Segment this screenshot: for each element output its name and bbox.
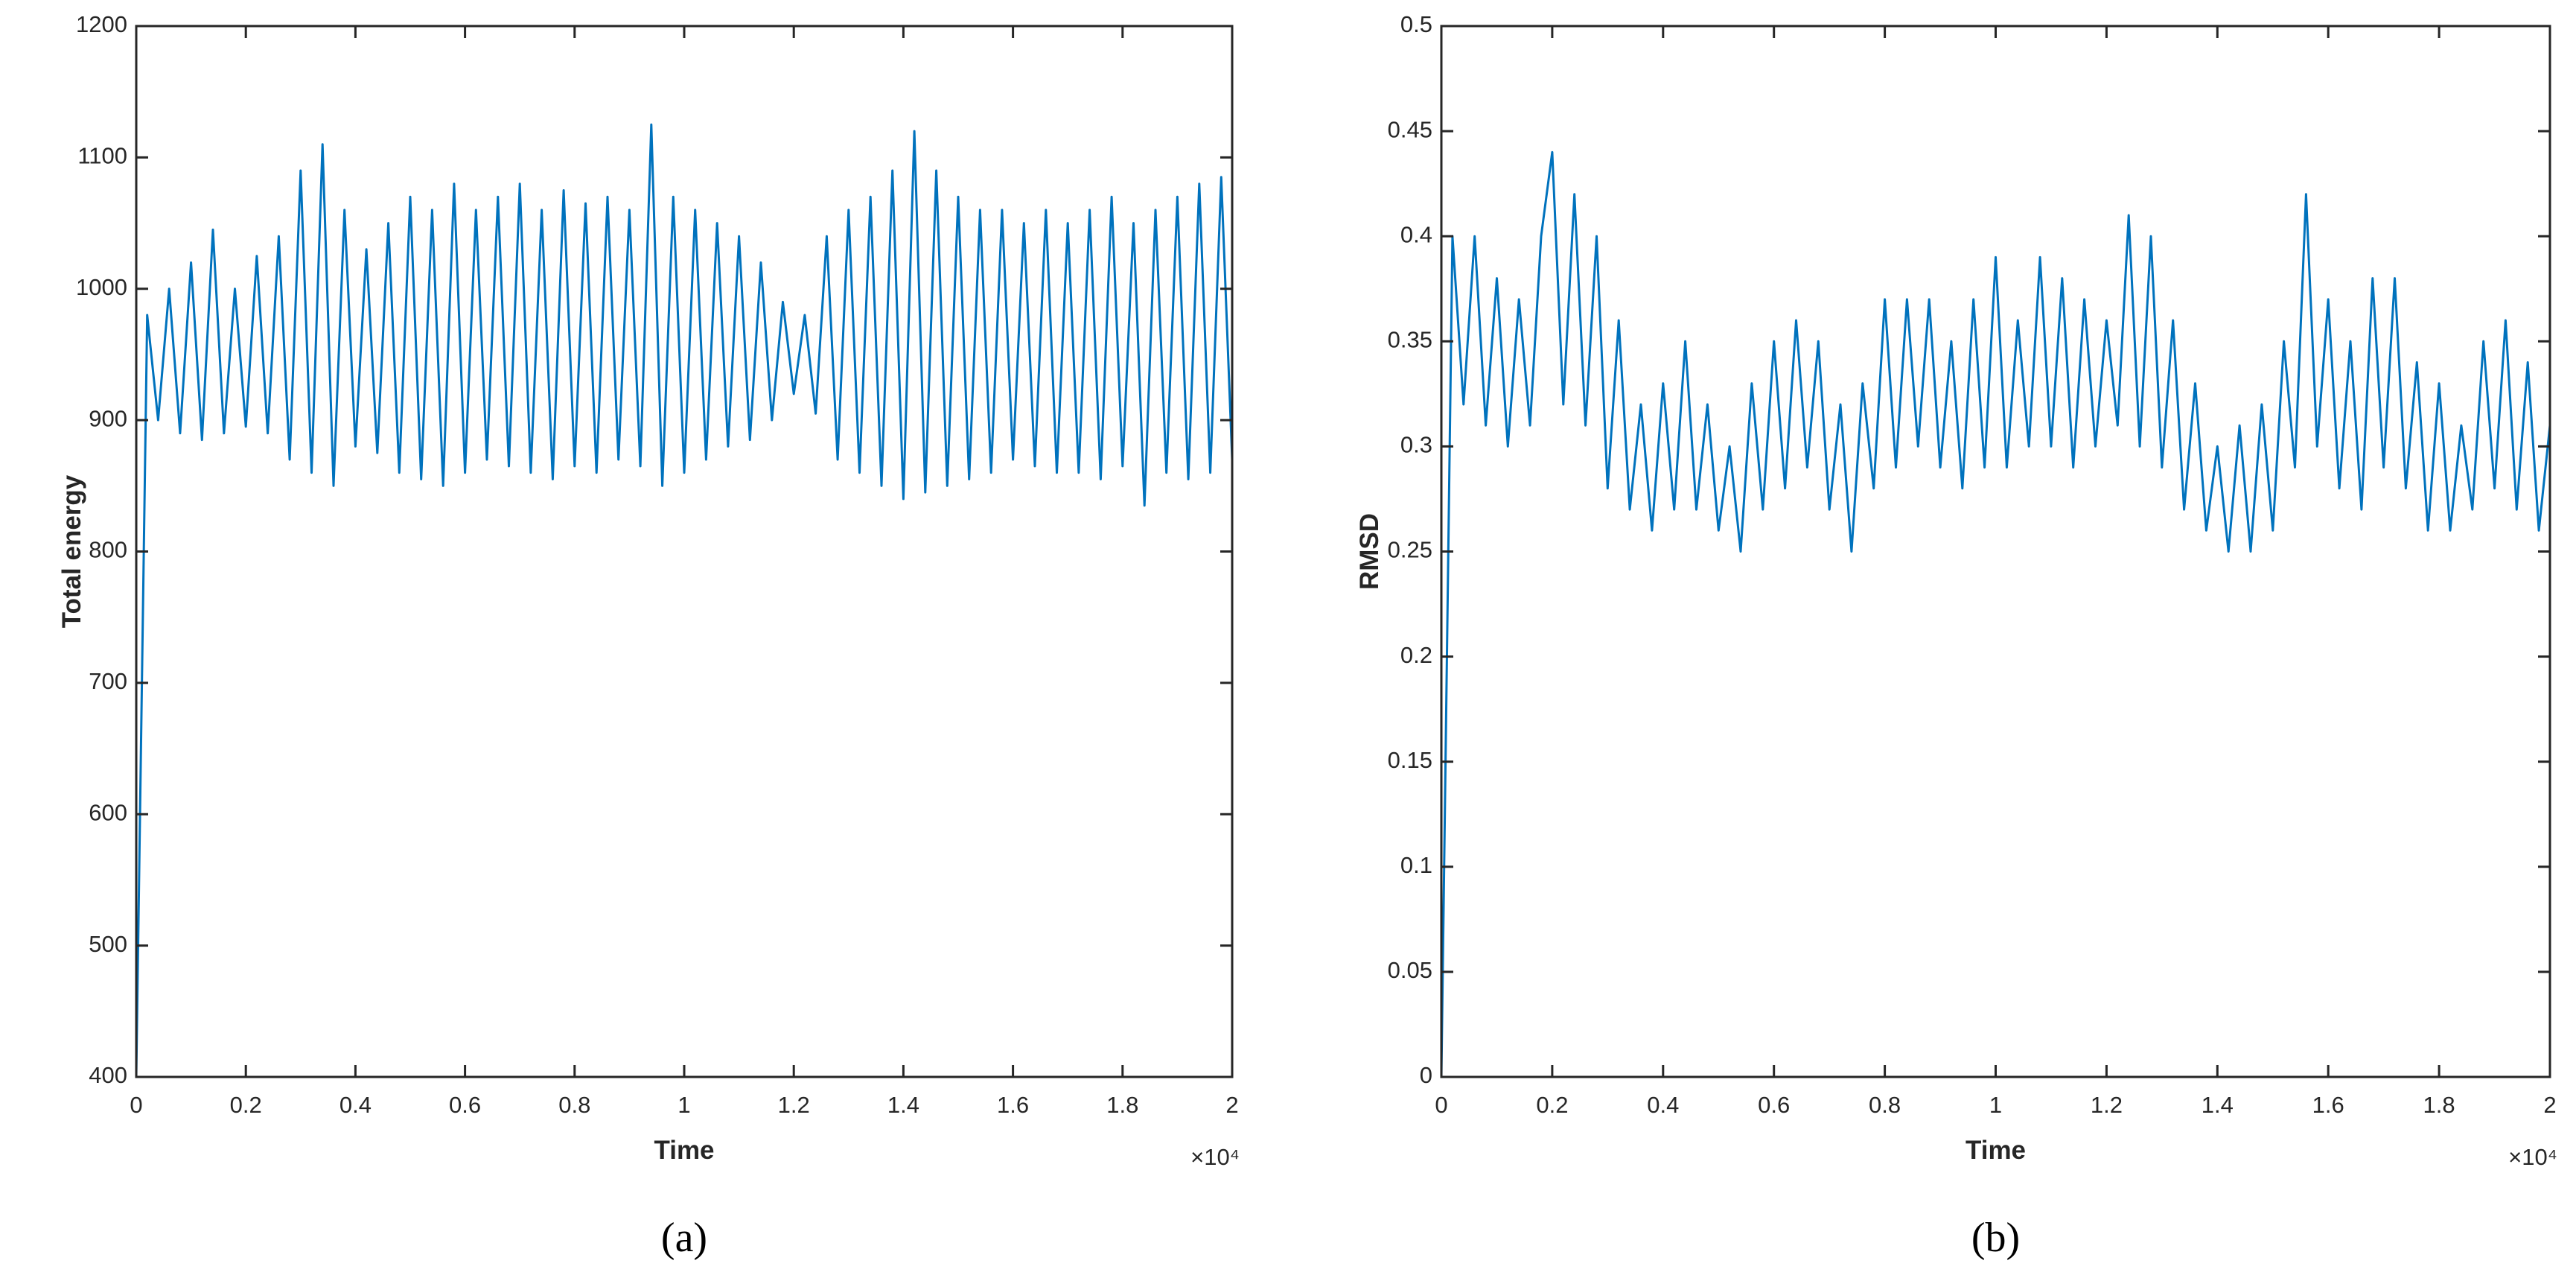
x-tick-label: 1 <box>678 1092 690 1118</box>
x-tick-label: 1.2 <box>778 1092 810 1118</box>
x-tick-label: 0.6 <box>1758 1092 1790 1118</box>
x-tick-label: 0 <box>1435 1092 1447 1118</box>
y-tick-label: 0.5 <box>1400 11 1432 37</box>
x-axis-label: Time <box>654 1136 714 1165</box>
x-tick-label: 2 <box>2543 1092 2556 1118</box>
x-tick-label: 1.4 <box>887 1092 919 1118</box>
y-tick-label: 700 <box>89 668 127 694</box>
x-tick-label: 0.4 <box>1647 1092 1679 1118</box>
y-tick-label: 0.25 <box>1388 537 1432 563</box>
x-axis-label: Time <box>1966 1136 2026 1165</box>
x-tick-label: 0.4 <box>339 1092 372 1118</box>
x-tick-label: 0.2 <box>230 1092 262 1118</box>
y-axis-label: Total energy <box>57 474 86 628</box>
x-tick-label: 1.6 <box>2312 1092 2344 1118</box>
x-tick-label: 1.6 <box>997 1092 1029 1118</box>
y-tick-label: 0.05 <box>1388 957 1432 983</box>
x-tick-label: 0 <box>130 1092 142 1118</box>
caption: (a) <box>661 1215 707 1261</box>
y-tick-label: 0.4 <box>1400 221 1432 247</box>
data-line <box>1440 150 2551 1078</box>
x-tick-label: 0.6 <box>449 1092 481 1118</box>
y-tick-label: 1100 <box>77 143 127 169</box>
x-tick-label: 1.8 <box>1106 1092 1138 1118</box>
x-tick-label: 1.4 <box>2202 1092 2234 1118</box>
x-multiplier: ×10⁴ <box>2508 1144 2557 1170</box>
y-tick-label: 0.45 <box>1388 116 1432 142</box>
y-tick-label: 0.35 <box>1388 326 1432 352</box>
x-tick-label: 1 <box>1989 1092 2002 1118</box>
y-tick-label: 0.1 <box>1400 852 1432 878</box>
x-multiplier: ×10⁴ <box>1190 1144 1240 1170</box>
y-tick-label: 400 <box>89 1062 127 1088</box>
y-tick-label: 500 <box>89 931 127 957</box>
x-tick-label: 0.8 <box>1869 1092 1901 1118</box>
y-axis-label: RMSD <box>1355 513 1384 590</box>
x-tick-label: 1.8 <box>2423 1092 2455 1118</box>
axes-box <box>1440 25 2551 1078</box>
caption: (b) <box>1971 1215 2020 1261</box>
y-tick-label: 0.15 <box>1388 747 1432 773</box>
y-tick-label: 0.2 <box>1400 642 1432 668</box>
data-line <box>135 123 1234 1078</box>
y-tick-label: 0 <box>1420 1062 1432 1088</box>
y-tick-label: 900 <box>89 405 127 431</box>
x-tick-label: 1.2 <box>2091 1092 2123 1118</box>
y-tick-label: 1000 <box>76 274 127 300</box>
y-tick-label: 600 <box>89 799 127 825</box>
x-tick-label: 0.2 <box>1536 1092 1568 1118</box>
y-tick-label: 1200 <box>76 11 127 37</box>
y-tick-label: 0.3 <box>1400 432 1432 458</box>
x-tick-label: 2 <box>1225 1092 1238 1118</box>
y-tick-label: 800 <box>89 537 127 563</box>
x-tick-label: 0.8 <box>558 1092 590 1118</box>
